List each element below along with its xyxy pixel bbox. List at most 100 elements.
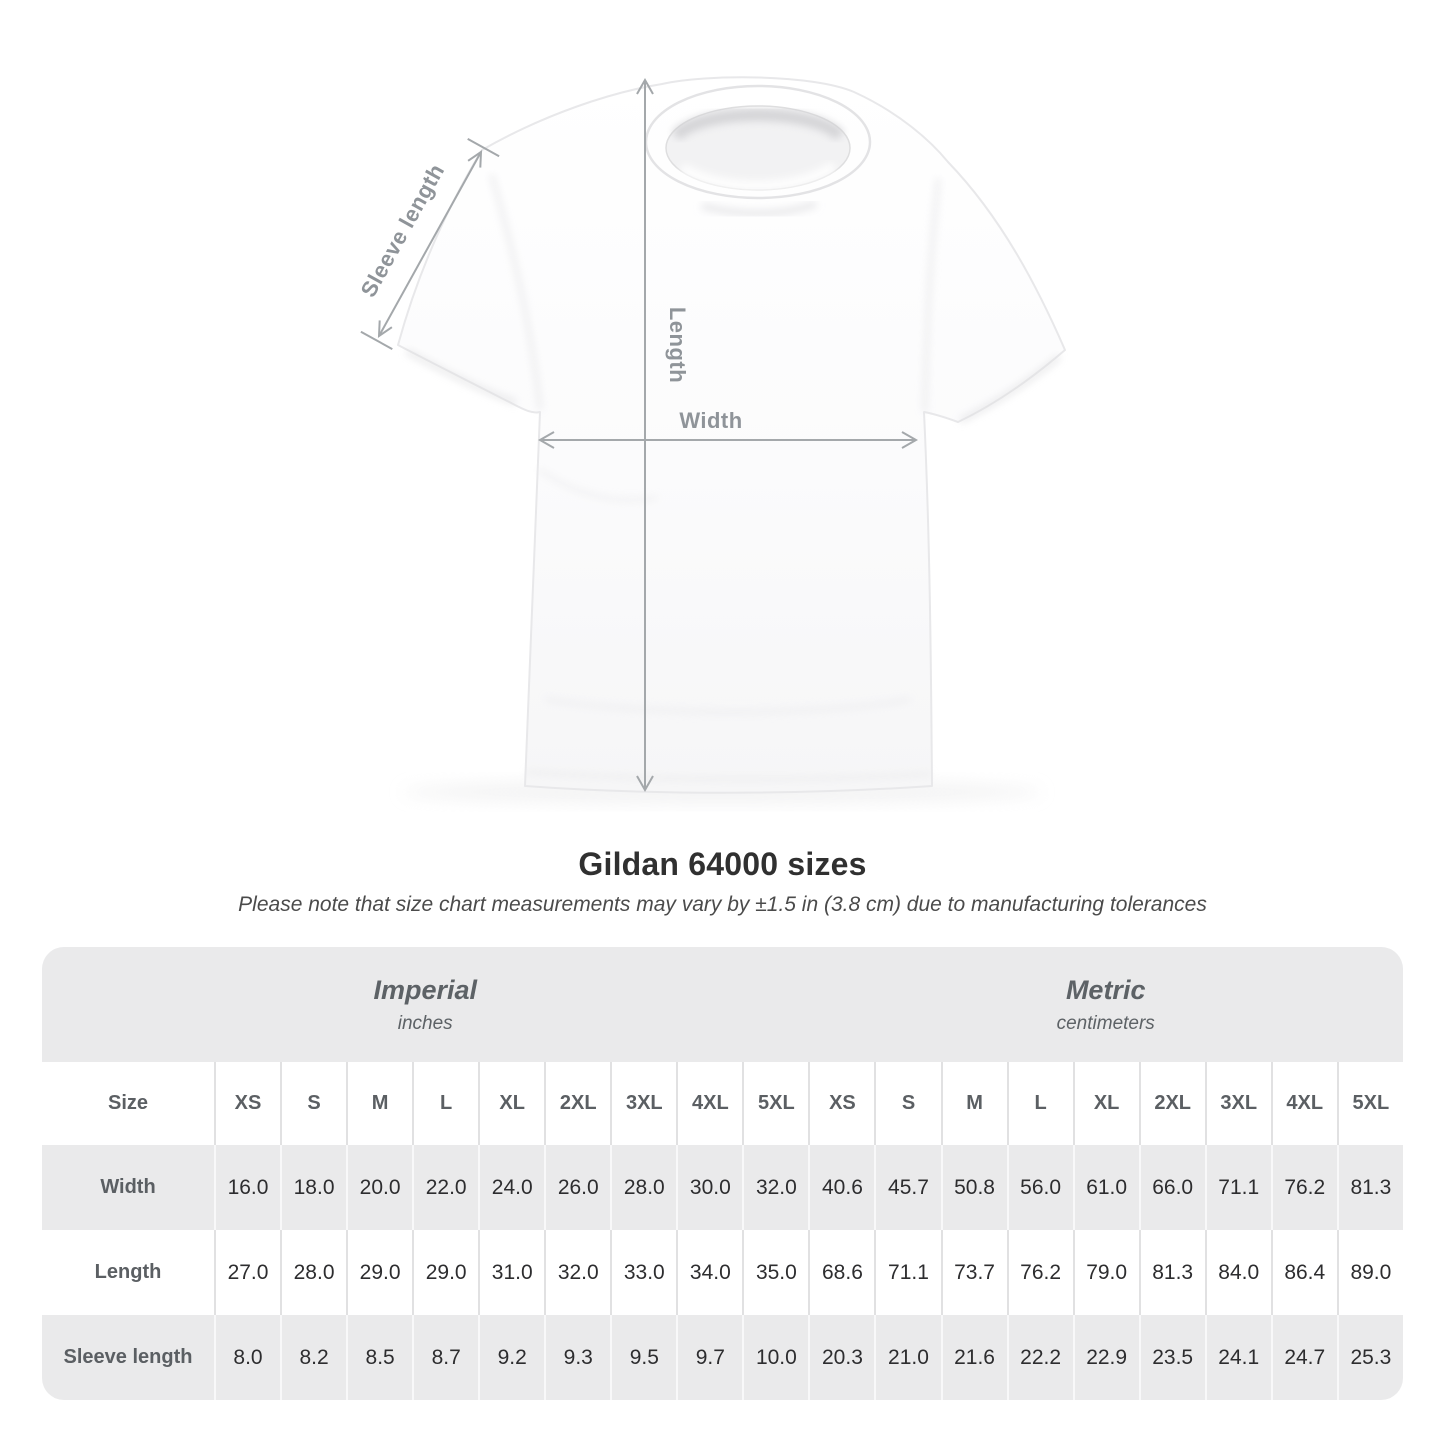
- size-header: XL: [1072, 1062, 1139, 1145]
- table-cell: 32.0: [742, 1145, 809, 1230]
- table-cell: 8.5: [346, 1315, 413, 1400]
- table-cell: 27.0: [214, 1230, 281, 1315]
- imperial-section-unit: inches: [397, 1012, 453, 1034]
- length-label: Length: [665, 307, 690, 383]
- size-header-row: Size XS S M L XL 2XL 3XL 4XL 5XL XS S M L XL 2XL 3XL 4XL…: [42, 1062, 1403, 1145]
- table-cell: 29.0: [346, 1230, 413, 1315]
- table-cell: 33.0: [610, 1230, 677, 1315]
- table-cell: 31.0: [478, 1230, 545, 1315]
- size-header: 4XL: [1270, 1062, 1337, 1145]
- table-cell: 76.2: [1270, 1145, 1337, 1230]
- size-header: L: [1006, 1062, 1073, 1145]
- table-cell: 71.1: [1204, 1145, 1271, 1230]
- table-cell: 71.1: [874, 1230, 941, 1315]
- row-label: Length: [42, 1230, 214, 1315]
- table-cell: 30.0: [676, 1145, 743, 1230]
- measurement-arrows: [360, 77, 919, 793]
- table-cell: 34.0: [676, 1230, 743, 1315]
- table-cell: 73.7: [940, 1230, 1007, 1315]
- size-header: 4XL: [676, 1062, 743, 1145]
- table-cell: 23.5: [1138, 1315, 1205, 1400]
- section-header-row: Imperial inches Metric centimeters: [42, 947, 1403, 1062]
- table-cell: 26.0: [544, 1145, 611, 1230]
- size-header: 3XL: [610, 1062, 677, 1145]
- size-header: M: [346, 1062, 413, 1145]
- table-cell: 9.2: [478, 1315, 545, 1400]
- size-header: 5XL: [1336, 1062, 1403, 1145]
- table-cell: 20.3: [808, 1315, 875, 1400]
- table-cell: 22.2: [1006, 1315, 1073, 1400]
- table-cell: 22.0: [412, 1145, 479, 1230]
- table-cell: 10.0: [742, 1315, 809, 1400]
- table-cell: 76.2: [1006, 1230, 1073, 1315]
- table-cell: 35.0: [742, 1230, 809, 1315]
- size-table: Imperial inches Metric centimeters Size …: [42, 947, 1403, 1400]
- table-cell: 8.2: [280, 1315, 347, 1400]
- table-cell: 28.0: [280, 1230, 347, 1315]
- size-header: L: [412, 1062, 479, 1145]
- table-cell: 20.0: [346, 1145, 413, 1230]
- table-cell: 24.1: [1204, 1315, 1271, 1400]
- table-cell: 79.0: [1072, 1230, 1139, 1315]
- table-cell: 25.3: [1336, 1315, 1403, 1400]
- size-header: 3XL: [1204, 1062, 1271, 1145]
- size-header: S: [280, 1062, 347, 1145]
- width-label: Width: [679, 408, 742, 433]
- table-cell: 9.7: [676, 1315, 743, 1400]
- table-cell: 29.0: [412, 1230, 479, 1315]
- table-cell: 50.8: [940, 1145, 1007, 1230]
- imperial-section-title: Imperial: [373, 974, 477, 1005]
- metric-section-header: Metric centimeters: [808, 947, 1403, 1062]
- table-cell: 18.0: [280, 1145, 347, 1230]
- table-cell: 45.7: [874, 1145, 941, 1230]
- table-cell: 21.0: [874, 1315, 941, 1400]
- table-cell: 66.0: [1138, 1145, 1205, 1230]
- table-row: Sleeve length 8.0 8.2 8.5 8.7 9.2 9.3 9.5 9.7 10.…: [42, 1315, 1403, 1400]
- table-cell: 86.4: [1270, 1230, 1337, 1315]
- table-cell: 68.6: [808, 1230, 875, 1315]
- table-cell: 16.0: [214, 1145, 281, 1230]
- size-header: XL: [478, 1062, 545, 1145]
- table-cell: 84.0: [1204, 1230, 1271, 1315]
- page-title: Gildan 64000 sizes: [578, 846, 867, 882]
- tshirt-measurement-diagram: Sleeve length Length Width: [356, 76, 1066, 804]
- table-cell: 21.6: [940, 1315, 1007, 1400]
- length-arrow: [636, 77, 654, 793]
- size-header: 2XL: [544, 1062, 611, 1145]
- collar-chest-shadow: [701, 201, 817, 217]
- table-cell: 32.0: [544, 1230, 611, 1315]
- table-cell: 9.5: [610, 1315, 677, 1400]
- table-cell: 8.0: [214, 1315, 281, 1400]
- width-arrow: [537, 431, 919, 449]
- metric-section-unit: centimeters: [1056, 1012, 1155, 1034]
- size-column-header: Size: [42, 1062, 214, 1145]
- table-cell: 28.0: [610, 1145, 677, 1230]
- row-label: Sleeve length: [42, 1315, 214, 1400]
- sleeve-length-arrow: [360, 138, 500, 350]
- table-cell: 40.6: [808, 1145, 875, 1230]
- table-cell: 81.3: [1336, 1145, 1403, 1230]
- table-cell: 81.3: [1138, 1230, 1205, 1315]
- table-cell: 89.0: [1336, 1230, 1403, 1315]
- row-label: Width: [42, 1145, 214, 1230]
- size-header: 2XL: [1138, 1062, 1205, 1145]
- size-header: 5XL: [742, 1062, 809, 1145]
- size-header: M: [940, 1062, 1007, 1145]
- shirt-shading: [405, 174, 1061, 781]
- page-subtitle: Please note that size chart measurements…: [238, 893, 1207, 916]
- size-table-container: Imperial inches Metric centimeters Size …: [42, 947, 1403, 1400]
- imperial-section-header: Imperial inches: [42, 947, 809, 1062]
- table-row: Width 16.0 18.0 20.0 22.0 24.0 26.0 28.0 30.0 32.…: [42, 1145, 1403, 1230]
- table-cell: 56.0: [1006, 1145, 1073, 1230]
- table-cell: 8.7: [412, 1315, 479, 1400]
- size-header: XS: [808, 1062, 875, 1145]
- table-cell: 24.0: [478, 1145, 545, 1230]
- table-cell: 9.3: [544, 1315, 611, 1400]
- table-cell: 24.7: [1270, 1315, 1337, 1400]
- table-cell: 22.9: [1072, 1315, 1139, 1400]
- table-row: Length 27.0 28.0 29.0 29.0 31.0 32.0 33.0 34.0 35…: [42, 1230, 1403, 1315]
- size-header: XS: [214, 1062, 281, 1145]
- collar: [644, 84, 872, 217]
- metric-section-title: Metric: [1065, 974, 1146, 1005]
